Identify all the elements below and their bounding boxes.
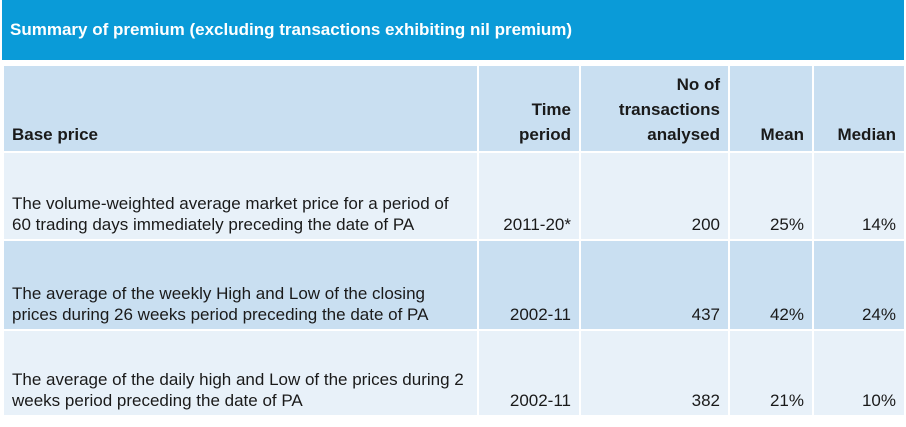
header-mean: Mean [728, 64, 814, 153]
cell-median: 24% [812, 239, 906, 331]
cell-mean: 21% [728, 329, 814, 417]
header-time-period: Time period [477, 64, 581, 153]
premium-table: Base price Time period No of transactions a… [2, 64, 906, 417]
header-time-period-line1: Time [531, 100, 571, 119]
cell-transactions: 382 [579, 329, 730, 417]
cell-time-period: 2002-11 [477, 329, 581, 417]
header-transactions-line1: No of [676, 75, 720, 94]
header-time-period-line2: period [519, 125, 571, 144]
cell-base-price: The average of the daily high and Low of… [2, 329, 479, 417]
premium-summary: Summary of premium (excluding transactio… [2, 0, 906, 417]
cell-base-price: The average of the weekly High and Low o… [2, 239, 479, 331]
cell-mean: 25% [728, 151, 814, 241]
header-transactions-line3: analysed [647, 125, 720, 144]
cell-time-period: 2011-20* [477, 151, 581, 241]
table-row: The volume-weighted average market price… [2, 151, 906, 241]
table-row: The average of the daily high and Low of… [2, 329, 906, 417]
header-transactions: No of transactions analysed [579, 64, 730, 153]
cell-time-period: 2002-11 [477, 239, 581, 331]
cell-median: 14% [812, 151, 906, 241]
header-row: Base price Time period No of transactions a… [2, 64, 906, 153]
header-transactions-line2: transactions [618, 100, 720, 119]
header-median: Median [812, 64, 906, 153]
table-row: The average of the weekly High and Low o… [2, 239, 906, 331]
cell-base-price: The volume-weighted average market price… [2, 151, 479, 241]
cell-transactions: 200 [579, 151, 730, 241]
header-base-price: Base price [2, 64, 479, 153]
cell-median: 10% [812, 329, 906, 417]
cell-mean: 42% [728, 239, 814, 331]
cell-transactions: 437 [579, 239, 730, 331]
table-title: Summary of premium (excluding transactio… [2, 0, 904, 60]
